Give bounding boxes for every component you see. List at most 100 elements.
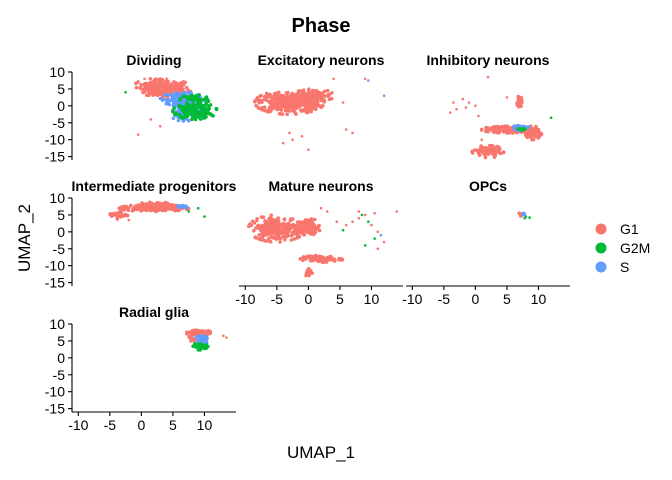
cell-point [298, 94, 302, 98]
cell-point [351, 131, 354, 135]
cell-point [534, 124, 538, 129]
cell-point [283, 238, 287, 242]
cell-point [203, 215, 206, 218]
cell-point [206, 344, 210, 349]
cell-point [171, 116, 176, 120]
cell-point [278, 240, 282, 244]
cell-point [290, 91, 295, 96]
cell-point [495, 124, 500, 129]
cell-point [296, 220, 301, 224]
legend-key-g1 [595, 223, 607, 235]
cell-point [382, 94, 386, 97]
cell-point [277, 219, 281, 224]
cell-point [268, 239, 273, 244]
cell-point [479, 148, 483, 153]
cell-point [319, 206, 323, 210]
y-axis-label: UMAP_2 [15, 204, 34, 272]
cell-point [184, 205, 188, 209]
cell-point [275, 100, 280, 104]
cell-point [488, 143, 492, 148]
cell-point [271, 230, 276, 235]
cell-point [289, 238, 294, 242]
cell-point [322, 98, 327, 103]
y-tick-label: 5 [57, 207, 65, 223]
x-tick-label: -10 [402, 291, 422, 307]
cell-point [294, 95, 299, 99]
cell-point [197, 99, 201, 103]
cell-point [302, 233, 307, 237]
cell-point [161, 87, 166, 92]
cell-point [283, 234, 288, 239]
y-tick-label: -5 [53, 241, 66, 257]
cell-point [187, 210, 190, 213]
cell-point [181, 99, 186, 104]
cell-point [122, 205, 127, 210]
x-tick-label: 0 [471, 291, 479, 307]
cell-point [312, 217, 317, 222]
cell-point [295, 233, 299, 237]
cell-point [202, 344, 207, 349]
cell-point [303, 101, 307, 106]
cell-point [318, 95, 322, 99]
cell-point [269, 213, 274, 217]
cell-point [357, 210, 361, 213]
cell-point [173, 84, 178, 89]
cell-point [142, 89, 147, 94]
cell-point [285, 224, 289, 228]
cell-point [185, 332, 189, 336]
cell-point [503, 128, 508, 133]
cell-point [129, 203, 133, 208]
cell-point [515, 103, 519, 107]
y-tick-label: 0 [57, 350, 65, 366]
cell-point [257, 233, 262, 237]
cell-point [270, 235, 275, 240]
cell-point [279, 108, 284, 112]
x-tick-label: 5 [336, 291, 344, 307]
x-tick-label: -5 [271, 291, 284, 307]
cell-point [273, 236, 278, 240]
cell-point [477, 114, 480, 118]
cell-point [496, 148, 501, 152]
cell-point [164, 98, 169, 102]
cell-point [308, 108, 312, 112]
cell-point [265, 239, 269, 243]
cell-point [119, 214, 123, 219]
cell-point [518, 97, 522, 102]
cell-point [304, 106, 308, 111]
cell-point [308, 94, 312, 98]
cell-point [304, 227, 308, 231]
cell-point [161, 201, 166, 206]
cell-point [285, 112, 290, 117]
cell-point [341, 228, 345, 232]
cell-point [310, 104, 314, 108]
y-tick-label: -10 [45, 132, 65, 148]
cell-point [337, 257, 342, 262]
cell-point [299, 228, 304, 233]
cell-point [290, 103, 295, 108]
cell-point [290, 223, 294, 228]
cell-point [501, 150, 506, 154]
cell-point [480, 128, 484, 132]
cell-point [272, 218, 277, 223]
cell-point [277, 90, 281, 95]
cell-point [486, 75, 490, 79]
cell-point [186, 118, 191, 123]
cell-point [455, 107, 458, 111]
cell-point [367, 220, 370, 223]
cell-point [395, 210, 399, 213]
cell-point [271, 105, 276, 109]
legend-label: G2M [620, 240, 650, 256]
cell-point [309, 217, 314, 221]
cell-point [131, 207, 135, 211]
cell-point [176, 118, 181, 123]
cell-point [335, 220, 339, 223]
cell-point [268, 94, 272, 99]
cell-point [154, 86, 159, 90]
cell-point [285, 94, 290, 99]
cell-point [191, 97, 195, 102]
cell-point [142, 83, 146, 87]
cell-point [376, 230, 380, 234]
cell-point [313, 253, 318, 258]
cell-point [363, 244, 367, 247]
